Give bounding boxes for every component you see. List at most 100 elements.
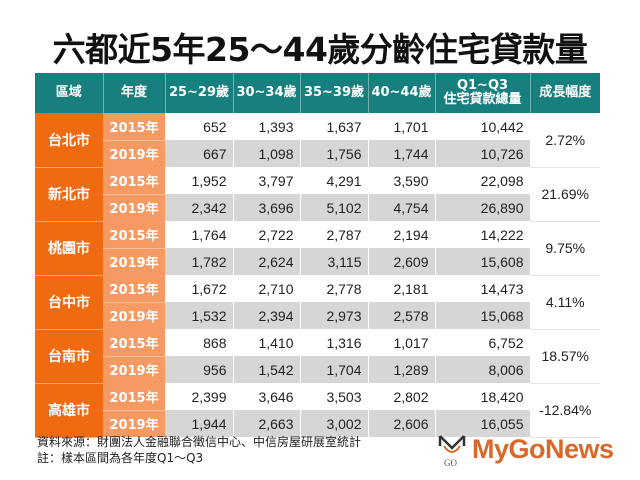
header-age-25-29: 25~29歲 xyxy=(165,73,234,113)
header-total-line1: Q1~Q3 xyxy=(456,78,509,93)
header-row: 區域 年度 25~29歲 30~34歲 35~39歲 40~44歲 Q1~Q3 住… xyxy=(35,73,600,113)
value-cell: 1,017 xyxy=(368,329,436,356)
value-cell: 667 xyxy=(165,140,234,167)
value-cell: 868 xyxy=(165,329,234,356)
table-row: 台中市 2015年 1,672 2,710 2,778 2,181 14,473 4.11% xyxy=(35,275,600,330)
value-cell: 1,782 xyxy=(165,248,234,275)
value-cell: 2,181 xyxy=(368,275,436,302)
value-cell: 16,055 xyxy=(435,410,531,437)
growth-cell: 4.11% xyxy=(530,275,600,330)
value-cell: 1,098 xyxy=(233,140,301,167)
value-cell: 2,342 xyxy=(165,194,234,221)
value-cell: 4,291 xyxy=(300,167,369,194)
value-cell: 1,542 xyxy=(233,356,301,383)
value-cell: 10,726 xyxy=(435,140,531,167)
value-cell: 15,608 xyxy=(435,248,531,275)
year-cell: 2015年 xyxy=(103,275,165,303)
footer-notes: 資料來源：財團法人金融聯合徵信中心、中信房屋研展室統計 註：樣本區間為各年度Q1… xyxy=(37,434,361,466)
header-growth: 成長幅度 xyxy=(530,73,600,113)
header-age-40-44: 40~44歲 xyxy=(368,73,436,113)
year-cell: 2015年 xyxy=(103,329,165,357)
value-cell: 1,637 xyxy=(300,113,369,140)
table-row: 2019年 2,342 3,696 5,102 4,754 26,890 xyxy=(35,194,600,221)
value-cell: 2,973 xyxy=(300,302,369,329)
value-cell: 2,578 xyxy=(368,302,436,329)
value-cell: 10,442 xyxy=(435,113,531,140)
table-row: 高雄市 2015年 2,399 3,646 3,503 2,802 18,420 -12.84… xyxy=(35,383,600,438)
value-cell: 26,890 xyxy=(435,194,531,221)
city-cell: 桃園市 xyxy=(35,221,103,276)
growth-cell: 9.75% xyxy=(530,221,600,276)
table-row: 新北市 2015年 1,952 3,797 4,291 3,590 22,098 21.69% xyxy=(35,167,600,222)
value-cell: 1,952 xyxy=(165,167,234,194)
logo-text: MyGoNews xyxy=(472,434,614,464)
value-cell: 4,754 xyxy=(368,194,436,221)
value-cell: 1,532 xyxy=(165,302,234,329)
value-cell: 2,624 xyxy=(233,248,301,275)
value-cell: 2,778 xyxy=(300,275,369,302)
year-cell: 2015年 xyxy=(103,167,165,195)
table-row: 2019年 956 1,542 1,704 1,289 8,006 xyxy=(35,356,600,383)
value-cell: 2,722 xyxy=(233,221,301,248)
value-cell: 22,098 xyxy=(435,167,531,194)
value-cell: 3,115 xyxy=(300,248,369,275)
value-cell: 3,646 xyxy=(233,383,301,410)
mygonews-logo: GO MyGoNews xyxy=(436,432,614,468)
table-row: 2019年 667 1,098 1,756 1,744 10,726 xyxy=(35,140,600,167)
sample-note: 註：樣本區間為各年度Q1～Q3 xyxy=(37,451,204,465)
table-row: 台南市 2015年 868 1,410 1,316 1,017 6,752 18.57% xyxy=(35,329,600,384)
value-cell: 1,410 xyxy=(233,329,301,356)
value-cell: 2,609 xyxy=(368,248,436,275)
city-cell: 台北市 xyxy=(35,113,103,168)
value-cell: 652 xyxy=(165,113,234,140)
table-row: 2019年 1,782 2,624 3,115 2,609 15,608 xyxy=(35,248,600,275)
table-row: 2019年 1,532 2,394 2,973 2,578 15,068 xyxy=(35,302,600,329)
value-cell: 5,102 xyxy=(300,194,369,221)
value-cell: 2,710 xyxy=(233,275,301,302)
mortgage-table: 區域 年度 25~29歲 30~34歲 35~39歲 40~44歲 Q1~Q3 住… xyxy=(35,73,600,438)
value-cell: 2,663 xyxy=(233,410,301,437)
year-cell: 2019年 xyxy=(103,140,165,167)
value-cell: 1,944 xyxy=(165,410,234,437)
value-cell: 1,744 xyxy=(368,140,436,167)
value-cell: 6,752 xyxy=(435,329,531,356)
year-cell: 2019年 xyxy=(103,302,165,329)
value-cell: 2,802 xyxy=(368,383,436,410)
value-cell: 2,394 xyxy=(233,302,301,329)
value-cell: 1,316 xyxy=(300,329,369,356)
value-cell: 2,606 xyxy=(368,410,436,437)
svg-text:GO: GO xyxy=(444,458,457,468)
year-cell: 2015年 xyxy=(103,221,165,249)
value-cell: 1,393 xyxy=(233,113,301,140)
value-cell: 2,194 xyxy=(368,221,436,248)
header-year: 年度 xyxy=(103,73,166,113)
header-age-35-39: 35~39歲 xyxy=(300,73,369,113)
value-cell: 3,002 xyxy=(300,410,369,437)
value-cell: 3,696 xyxy=(233,194,301,221)
value-cell: 3,503 xyxy=(300,383,369,410)
value-cell: 18,420 xyxy=(435,383,531,410)
value-cell: 15,068 xyxy=(435,302,531,329)
value-cell: 3,590 xyxy=(368,167,436,194)
value-cell: 14,222 xyxy=(435,221,531,248)
header-region: 區域 xyxy=(35,73,104,113)
year-cell: 2019年 xyxy=(103,194,165,221)
table-row: 2019年 1,944 2,663 3,002 2,606 16,055 xyxy=(35,410,600,437)
value-cell: 2,787 xyxy=(300,221,369,248)
city-cell: 台中市 xyxy=(35,275,103,330)
table-row: 台北市 2015年 652 1,393 1,637 1,701 10,442 2.72% xyxy=(35,113,600,168)
growth-cell: -12.84% xyxy=(530,383,600,438)
year-cell: 2019年 xyxy=(103,248,165,275)
city-cell: 高雄市 xyxy=(35,383,103,438)
year-cell: 2015年 xyxy=(103,113,165,141)
value-cell: 1,764 xyxy=(165,221,234,248)
value-cell: 1,672 xyxy=(165,275,234,302)
value-cell: 2,399 xyxy=(165,383,234,410)
year-cell: 2015年 xyxy=(103,383,165,411)
growth-cell: 21.69% xyxy=(530,167,600,222)
value-cell: 1,701 xyxy=(368,113,436,140)
value-cell: 956 xyxy=(165,356,234,383)
mygonews-mark-icon: GO xyxy=(438,435,466,468)
value-cell: 8,006 xyxy=(435,356,531,383)
header-total: Q1~Q3 住宅貸款總量 xyxy=(435,73,531,113)
